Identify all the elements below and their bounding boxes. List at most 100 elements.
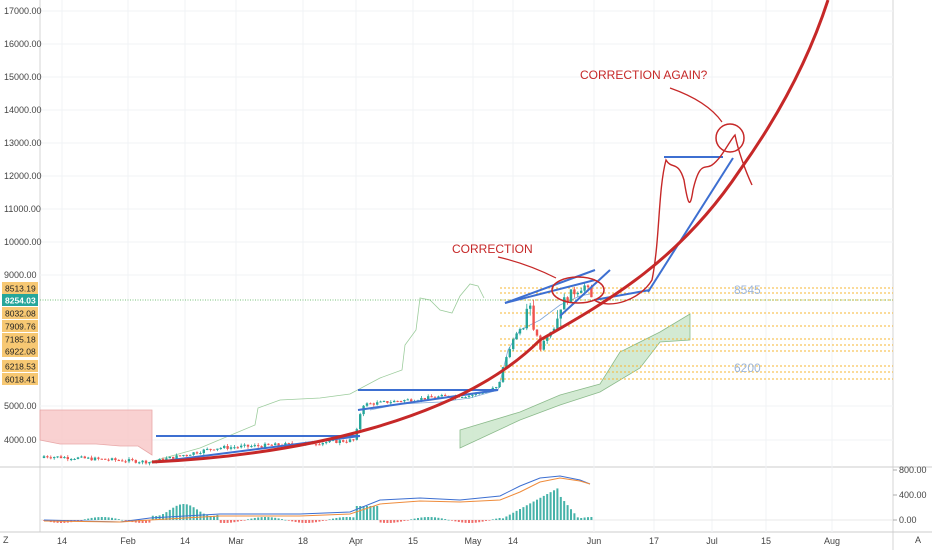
histogram-bar <box>590 517 593 520</box>
candle-body <box>352 439 355 441</box>
histogram-bar <box>549 492 552 520</box>
signal-line <box>43 477 591 523</box>
histogram-bar <box>430 517 433 520</box>
candle-body <box>100 458 103 460</box>
histogram-bar <box>563 501 566 520</box>
corner-label-right: A <box>915 535 922 545</box>
candle-body <box>532 305 535 330</box>
candle-body <box>260 446 263 448</box>
price-tag <box>2 345 38 357</box>
histogram-bar <box>124 520 127 521</box>
candle-body <box>342 440 345 442</box>
histogram-bar <box>117 519 120 520</box>
candle-body <box>437 396 440 398</box>
histogram-bar <box>179 504 181 520</box>
candle-body <box>580 290 583 293</box>
price-tag-label: 6922.08 <box>5 347 36 357</box>
price-tag-label: 8032.08 <box>5 309 36 319</box>
histogram-bar <box>515 510 518 520</box>
candle-body <box>49 457 52 459</box>
macd-line <box>43 475 591 523</box>
y-tick-label: 15000.00 <box>4 72 42 82</box>
histogram-bar <box>121 519 124 521</box>
histogram-bar <box>396 520 399 523</box>
x-tick-label: May <box>464 536 482 546</box>
candle-body <box>216 448 219 450</box>
trend-lines <box>155 156 734 463</box>
candle-body <box>573 289 576 295</box>
histogram-bar <box>318 520 321 522</box>
candle-body <box>430 396 433 398</box>
histogram-bar <box>209 515 212 520</box>
candle-body <box>87 457 90 459</box>
candle-body <box>277 443 280 446</box>
candle-body <box>110 458 114 460</box>
histogram-bar <box>247 519 249 520</box>
histogram-bar <box>420 517 423 520</box>
price-tag-label: 6018.41 <box>5 375 36 385</box>
y-tick-label: 9000.00 <box>4 270 37 280</box>
histogram-bar <box>570 509 572 520</box>
histogram-bar <box>576 517 579 520</box>
candle-body <box>348 439 352 442</box>
projected-path <box>593 133 753 305</box>
candle-body <box>410 399 413 402</box>
histogram-bar <box>566 505 569 520</box>
indicator-tick-label: 0.00 <box>899 515 917 525</box>
correction-leader <box>497 256 557 279</box>
candle-body <box>178 455 182 457</box>
corner-label-left: Z <box>3 535 9 545</box>
candle-body <box>556 318 559 329</box>
x-tick-label: 17 <box>649 536 659 546</box>
histogram-bar <box>80 520 83 521</box>
candle-body <box>498 381 501 388</box>
price-tag-label: 6218.53 <box>5 362 36 372</box>
candle-body <box>542 340 545 350</box>
timezone-button[interactable]: Z <box>0 532 14 550</box>
x-tick-label: Apr <box>349 536 363 546</box>
histogram-bar <box>349 517 351 520</box>
histogram-bar <box>542 495 545 520</box>
y-tick-label: 16000.00 <box>4 39 42 49</box>
histogram-bar <box>335 517 338 520</box>
price-tag-label: 8254.03 <box>5 296 36 306</box>
histogram-bar <box>559 496 562 520</box>
candle-body <box>144 460 148 464</box>
candle-body <box>124 461 127 463</box>
candle-body <box>586 285 590 288</box>
candle-body <box>433 397 437 399</box>
histogram-bar <box>213 515 215 520</box>
auto-scale-button[interactable]: A <box>912 532 930 550</box>
histogram-bar <box>148 520 151 523</box>
candle-body <box>515 333 518 340</box>
histogram-bar <box>100 517 103 520</box>
histogram-bar <box>393 520 396 523</box>
candle-body <box>365 403 369 406</box>
y-tick-label: 10000.00 <box>4 237 42 247</box>
candle-body <box>138 462 141 464</box>
candle-body <box>345 441 348 443</box>
histogram-bar <box>464 520 467 523</box>
candle-body <box>569 289 573 303</box>
histogram-bar <box>301 520 304 523</box>
histogram-bar <box>478 520 481 523</box>
candle-body <box>182 455 185 457</box>
histogram-bar <box>226 520 229 523</box>
x-tick-label: 14 <box>180 536 190 546</box>
histogram-bar <box>111 517 113 520</box>
histogram-bar <box>372 506 375 520</box>
histogram-bar <box>281 519 283 520</box>
histogram-bar <box>423 517 426 520</box>
candle-body <box>240 445 243 448</box>
histogram-bar <box>495 518 498 520</box>
candle-body <box>328 440 331 443</box>
histogram-bar <box>250 518 253 520</box>
histogram-bar <box>233 520 236 523</box>
candle-body <box>165 458 168 461</box>
candle-body <box>158 458 161 462</box>
candle-body <box>189 454 192 456</box>
histogram-bar <box>274 517 277 520</box>
candle-body <box>56 456 59 458</box>
